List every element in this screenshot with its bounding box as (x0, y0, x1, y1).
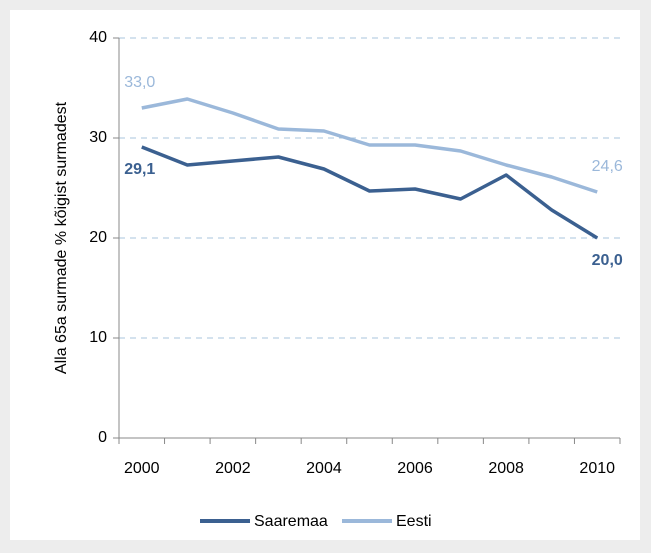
x-tick-label: 2004 (306, 460, 342, 477)
data-label: 20,0 (592, 252, 623, 269)
data-label: 24,6 (592, 158, 623, 175)
plot-background (10, 10, 640, 540)
legend-label: Eesti (396, 513, 432, 530)
y-tick-label: 0 (98, 429, 107, 446)
series-line (141, 145, 599, 240)
x-tick-label: 2010 (579, 460, 615, 477)
y-tick-label: 20 (89, 229, 107, 246)
y-tick-label: 30 (89, 129, 107, 146)
data-label: 29,1 (124, 161, 155, 178)
data-label: 33,0 (124, 74, 155, 91)
y-axis-label: Alla 65a surmade % kõigist surmadest (53, 101, 70, 374)
series-line (141, 97, 598, 194)
x-tick-label: 2008 (488, 460, 524, 477)
legend-label: Saaremaa (254, 513, 328, 530)
x-tick-label: 2002 (215, 460, 251, 477)
y-tick-label: 40 (89, 29, 107, 46)
x-tick-label: 2006 (397, 460, 433, 477)
y-tick-label: 10 (89, 329, 107, 346)
x-tick-label: 2000 (124, 460, 160, 477)
